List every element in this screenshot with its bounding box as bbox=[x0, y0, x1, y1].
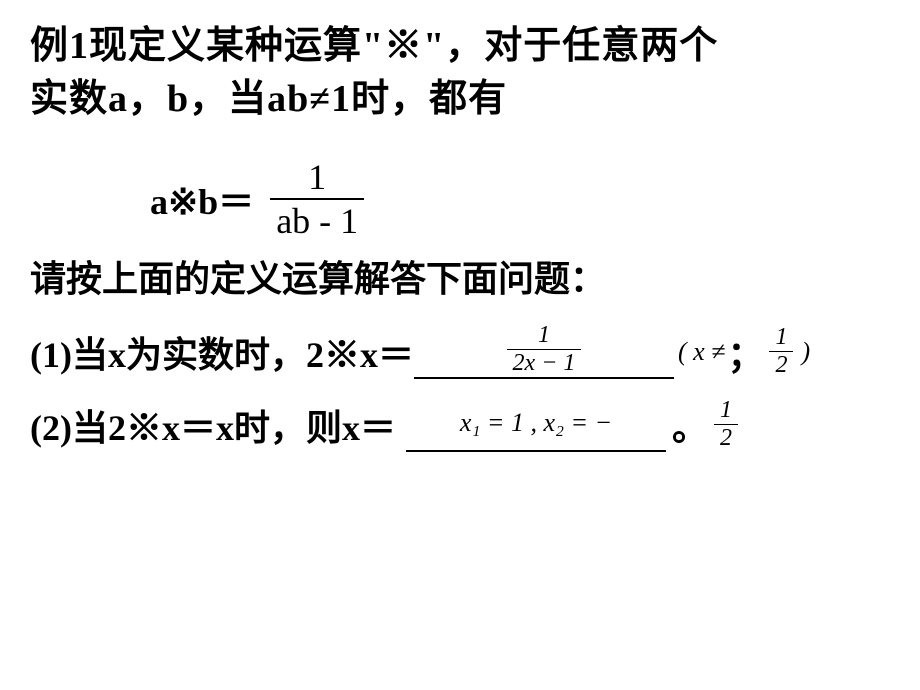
q1-prompt: (1)当x为实数时，2※x＝ bbox=[30, 326, 414, 378]
q2-answer-blank: x₁ = 1 , x₂ = − bbox=[406, 398, 666, 452]
formula-fraction: 1 ab - 1 bbox=[270, 156, 364, 242]
problem-intro-line2: 实数a，b，当ab≠1时，都有 bbox=[30, 73, 890, 126]
q1-condition: ( x ≠ ； 1 2 ) bbox=[678, 324, 810, 379]
q1-cond-num: 1 bbox=[769, 324, 793, 351]
formula-numerator: 1 bbox=[302, 156, 332, 198]
q1-ans-den: 2x − 1 bbox=[507, 349, 582, 377]
q2-period: 。 bbox=[672, 399, 708, 451]
q1-cond-den: 2 bbox=[769, 351, 793, 379]
question-2-row: (2)当2※x＝x时，则x＝ x₁ = 1 , x₂ = − 。 1 2 bbox=[30, 397, 890, 452]
q1-cond-open: ( x ≠ bbox=[678, 337, 725, 367]
problem-intro-line1: 例1现定义某种运算"※"，对于任意两个 bbox=[30, 20, 890, 73]
question-1-row: (1)当x为实数时，2※x＝ 1 2x − 1 ( x ≠ ； 1 2 ) bbox=[30, 324, 890, 379]
instruction-line: 请按上面的定义运算解答下面问题： bbox=[30, 252, 890, 306]
q1-cond-close: ) bbox=[801, 337, 810, 367]
formula-denominator: ab - 1 bbox=[270, 198, 364, 242]
q1-answer-fraction: 1 2x − 1 bbox=[507, 322, 582, 377]
q1-ans-num: 1 bbox=[532, 322, 556, 349]
q2-ans-fraction: 1 2 bbox=[714, 397, 738, 452]
q1-answer-blank: 1 2x − 1 bbox=[414, 325, 674, 379]
definition-formula: a※b＝ 1 ab - 1 bbox=[150, 156, 890, 242]
q2-ans-left: x₁ = 1 , x₂ = − bbox=[460, 408, 612, 438]
q2-prompt: (2)当2※x＝x时，则x＝ bbox=[30, 399, 396, 451]
q2-ans-num: 1 bbox=[714, 397, 738, 424]
formula-lhs: a※b＝ bbox=[150, 173, 254, 225]
q2-tail: 。 1 2 bbox=[670, 397, 742, 452]
q2-ans-den: 2 bbox=[714, 424, 738, 452]
q1-semicolon: ； bbox=[727, 326, 763, 378]
q1-cond-fraction: 1 2 bbox=[769, 324, 793, 379]
